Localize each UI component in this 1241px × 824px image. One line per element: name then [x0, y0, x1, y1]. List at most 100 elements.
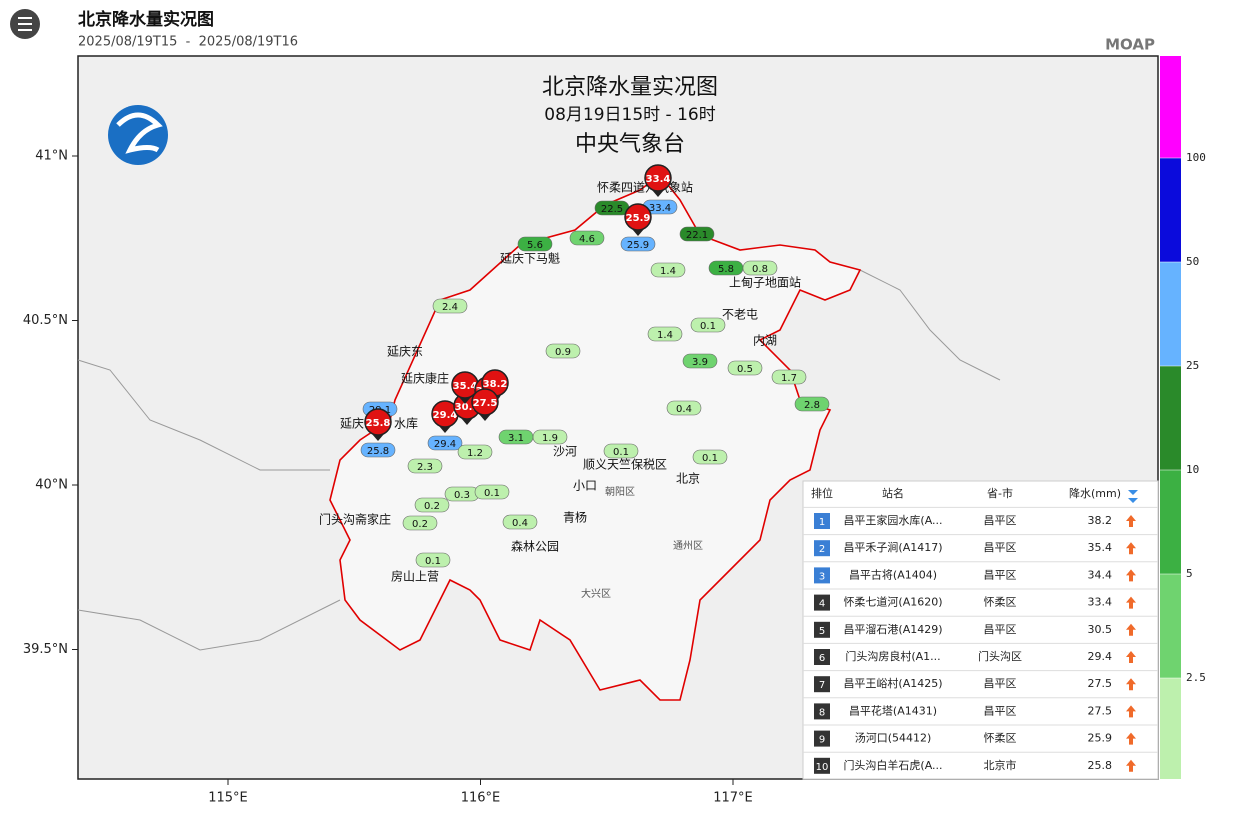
station-value: 0.5 — [737, 364, 753, 375]
station-bubble — [679, 226, 715, 242]
trend-arrow — [1126, 678, 1136, 691]
menu-icon — [18, 17, 32, 31]
station-bubble — [407, 458, 443, 474]
station-name: 昌平禾子涧(A1417) — [843, 541, 942, 554]
precip: 35.4 — [1088, 541, 1113, 554]
district-label: 朝阳区 — [605, 486, 635, 498]
station-bubble — [432, 298, 468, 314]
trend-arrow — [1126, 759, 1136, 772]
legend-band — [1160, 56, 1181, 158]
table-header: 降水(mm) — [1069, 486, 1121, 500]
station-bubble — [517, 236, 553, 252]
pin-head — [364, 408, 392, 436]
district: 怀柔区 — [984, 596, 1017, 609]
station-bubble — [457, 444, 493, 460]
station-value: 25.8 — [367, 446, 389, 457]
station-name: 昌平花塔(A1431) — [849, 704, 937, 717]
trend-arrow — [1126, 732, 1136, 745]
station-bubble — [415, 552, 451, 568]
station-bubble — [794, 396, 830, 412]
place-label: 延庆康庄 — [401, 371, 449, 386]
district: 昌平区 — [984, 568, 1017, 581]
district: 门头沟区 — [978, 649, 1022, 663]
legend-band — [1160, 470, 1181, 574]
station-value: 0.1 — [613, 447, 629, 458]
pin-value: 25.9 — [626, 213, 651, 224]
legend-tick-label: 25 — [1186, 359, 1199, 372]
legend-tick-label: 50 — [1186, 255, 1199, 268]
place-label: 延庆 — [340, 417, 364, 431]
place-label: 上甸子地面站 — [729, 276, 801, 290]
map-title: 北京降水量实况图 — [542, 75, 718, 100]
station-value: 0.1 — [484, 488, 500, 499]
pin-head — [644, 164, 672, 192]
rank: 2 — [819, 544, 825, 555]
precip: 27.5 — [1088, 704, 1113, 717]
station-bubble — [545, 343, 581, 359]
pin-value: 27.5 — [473, 398, 498, 409]
brand: MOAP — [1105, 36, 1155, 54]
precip: 29.4 — [1088, 650, 1113, 663]
station-value: 2.8 — [804, 400, 820, 411]
station-value: 0.2 — [412, 519, 428, 530]
station-value: 0.1 — [702, 453, 718, 464]
lon-tick-label: 116°E — [461, 791, 501, 806]
legend-band — [1160, 574, 1181, 678]
rank: 7 — [819, 680, 825, 691]
station-bubble — [690, 317, 726, 333]
station-bubble — [502, 514, 538, 530]
place-label: 房山上营 — [391, 569, 439, 584]
district: 北京市 — [984, 758, 1017, 772]
district-label: 大兴区 — [581, 587, 611, 600]
pin-value: 30.5 — [455, 402, 480, 413]
table-header: 排位 — [811, 486, 833, 500]
legend-band — [1160, 366, 1181, 470]
rank-badge — [814, 649, 830, 665]
station-name: 昌平王家园水库(A... — [843, 513, 942, 527]
rank: 3 — [819, 571, 825, 582]
place-label: 延庆下马魁 — [500, 251, 560, 266]
station-bubble — [360, 442, 396, 458]
rank-badge — [814, 594, 830, 611]
place-label: 沙河 — [553, 445, 577, 459]
trend-arrow — [1126, 569, 1136, 582]
rank: 9 — [819, 735, 825, 746]
station-value: 1.4 — [660, 266, 676, 277]
station-value: 5.6 — [527, 240, 543, 251]
place-label: 青杨 — [563, 510, 587, 525]
precip: 30.5 — [1088, 623, 1113, 636]
rank: 4 — [819, 599, 825, 610]
station-bubble — [692, 449, 728, 465]
station-name: 昌平王峪村(A1425) — [843, 676, 942, 690]
station-bubble — [620, 236, 656, 252]
station-value: 29.4 — [434, 439, 456, 450]
rank-badge — [814, 730, 830, 747]
sort-icon[interactable] — [1128, 490, 1138, 503]
rank-badge — [814, 567, 830, 584]
station-value: 0.4 — [676, 404, 692, 415]
place-label: 延庆东 — [387, 345, 423, 359]
station-value: 0.2 — [424, 501, 440, 512]
precip: 33.4 — [1088, 596, 1113, 609]
district: 昌平区 — [984, 541, 1017, 554]
rank-badge — [814, 703, 830, 720]
station-value: 1.7 — [781, 373, 797, 384]
rank-badge — [814, 540, 830, 557]
pin-value: 33.4 — [646, 174, 671, 185]
precip: 38.2 — [1088, 514, 1113, 527]
station-bubble — [603, 443, 639, 459]
table-header: 站名 — [882, 486, 904, 500]
rank-badge — [814, 757, 830, 774]
place-label: 森林公园 — [511, 539, 559, 554]
station-value: 22.5 — [601, 204, 623, 215]
station-bubble — [498, 429, 534, 445]
trend-arrow — [1126, 651, 1136, 663]
pin-value: 25.8 — [366, 418, 391, 429]
district: 昌平区 — [984, 514, 1017, 527]
station-value: 33.4 — [649, 203, 671, 214]
station-value: 0.3 — [454, 490, 470, 501]
station-bubble — [402, 515, 438, 531]
map-subtitle: 08月19日15时 - 16时 — [544, 105, 715, 125]
place-label: 北京 — [676, 472, 700, 486]
time-range: 2025/08/19T15 - 2025/08/19T16 — [78, 35, 298, 50]
